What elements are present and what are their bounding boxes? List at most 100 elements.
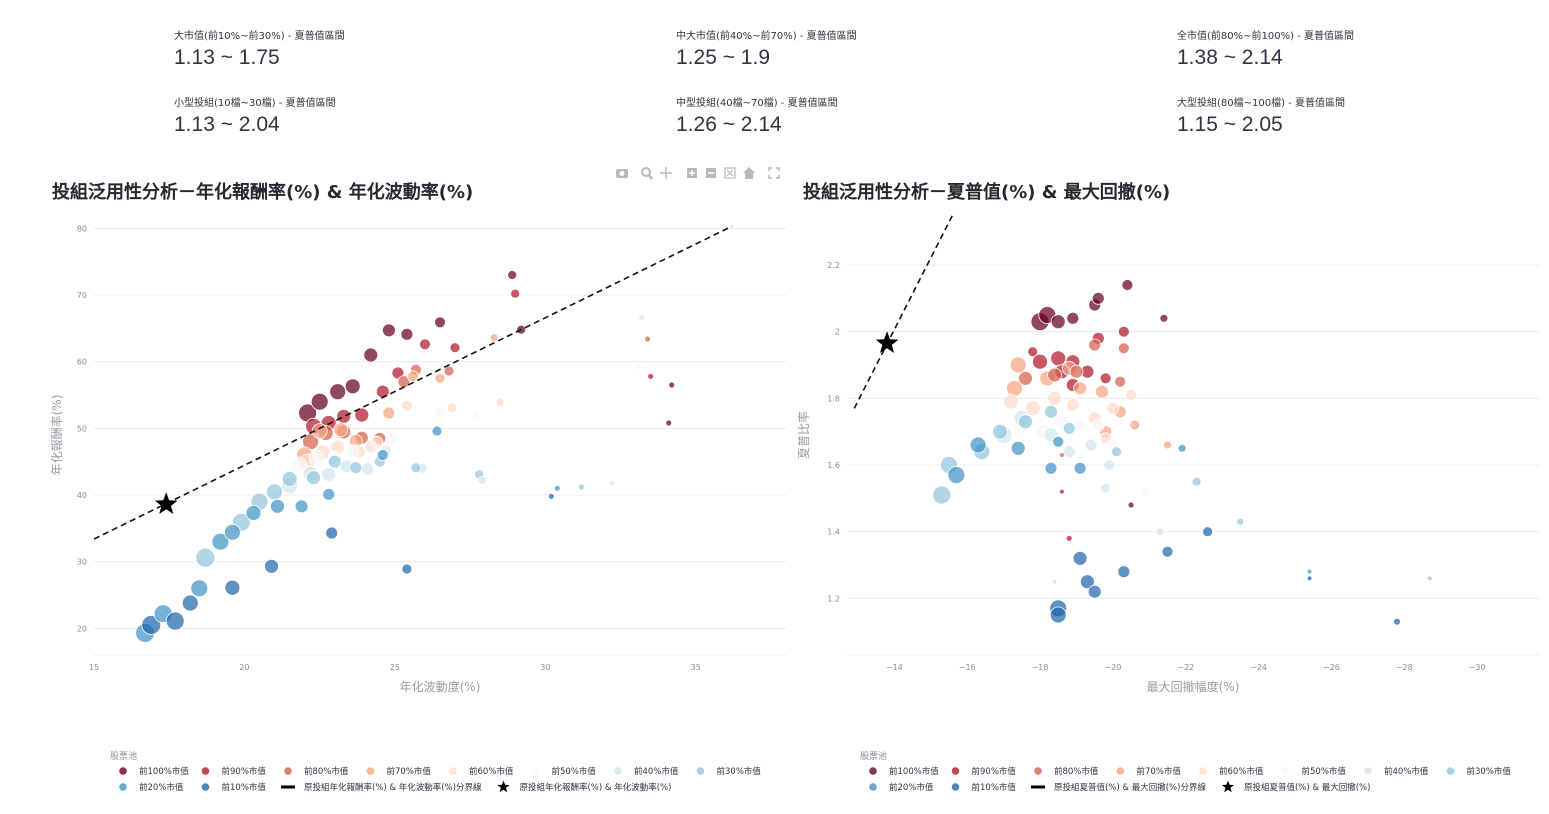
data-point [294, 499, 309, 514]
y-tick-label: 20 [77, 624, 87, 633]
autoscale-icon[interactable] [724, 167, 736, 179]
data-point [553, 484, 561, 492]
fullscreen-icon[interactable] [768, 167, 780, 179]
zoom-in-icon[interactable] [687, 168, 697, 178]
legend-item: 前30%市值 [1467, 766, 1512, 777]
data-point [434, 406, 446, 418]
data-point [327, 454, 342, 469]
data-point [1163, 440, 1172, 450]
legend-marker [614, 767, 622, 775]
y-tick-label: 1.4 [827, 528, 840, 537]
x-tick-label: 30 [540, 663, 550, 672]
data-point [1079, 574, 1095, 590]
y-tick-label: 1.8 [827, 394, 840, 403]
legend-marker [366, 767, 375, 775]
data-point [969, 436, 987, 454]
zoom-icon[interactable] [641, 167, 653, 180]
data-point [638, 314, 645, 322]
legend-original-label: 原投組年化報酬率(%) & 年化波動率(%) [519, 782, 671, 793]
data-point [635, 363, 642, 371]
y-tick-label: 60 [77, 358, 87, 367]
data-point [1062, 445, 1076, 459]
data-point [1062, 421, 1076, 435]
legend-star-marker [1221, 780, 1235, 793]
data-point [1009, 356, 1027, 374]
metric-value: 1.13 ~ 2.04 [174, 113, 280, 136]
data-point [310, 392, 329, 411]
x-tick-label: 15 [89, 663, 99, 672]
legend-item: 前50%市值 [552, 766, 597, 777]
y-tick-label: 40 [77, 491, 87, 500]
legend-item: 前40%市值 [1384, 766, 1429, 777]
data-point [1018, 414, 1033, 430]
legend-item: 前80%市值 [1054, 766, 1099, 777]
legend-item: 前10%市值 [222, 782, 267, 793]
data-point [1426, 575, 1433, 582]
data-point [1066, 311, 1080, 325]
camera-icon[interactable] [616, 169, 628, 178]
data-point [1117, 342, 1130, 355]
data-point [308, 449, 325, 466]
data-point [1103, 459, 1116, 471]
data-point [1084, 438, 1098, 452]
legend-marker [951, 783, 960, 791]
y-tick-label: 50 [77, 424, 87, 433]
data-point [1159, 313, 1169, 323]
data-point [1050, 350, 1067, 367]
boundary-line [853, 215, 954, 409]
legend-item: 前100%市值 [889, 766, 939, 777]
data-point [306, 470, 322, 486]
data-point [1027, 346, 1039, 358]
legend-star-marker [497, 780, 510, 793]
data-point [385, 432, 398, 445]
zoom-out-icon[interactable] [706, 168, 716, 178]
legend-marker [1364, 767, 1372, 775]
metric-label: 中大市值(前40%~前70%) - 夏普值區間 [676, 31, 857, 42]
legend-boundary-label: 原投組夏普值(%) & 最大回撤(%)分界線 [1054, 782, 1206, 793]
data-point [1065, 398, 1080, 412]
x-axis-label: 年化波動度(%) [400, 679, 481, 694]
pan-icon[interactable] [660, 167, 672, 179]
data-point [1047, 390, 1063, 406]
data-point [510, 288, 521, 299]
legend-item: 前70%市值 [387, 766, 432, 777]
original-portfolio-star [875, 331, 899, 353]
scatter-chart-return-volatility[interactable]: 15 20 25 30 35 20 30 40 50 60 70 80 年化波動度(%) 年化報酬率… [0, 215, 790, 810]
legend-marker [951, 767, 960, 775]
data-point [1125, 389, 1138, 401]
legend-item: 前20%市值 [889, 782, 934, 793]
metric-label: 大市值(前10%~前30%) - 夏普值區間 [174, 31, 345, 42]
data-point [1050, 314, 1066, 330]
data-point [245, 505, 262, 521]
data-point [443, 365, 455, 377]
legend-marker [1281, 767, 1290, 775]
data-point [336, 408, 352, 424]
y-tick-label: 2.2 [827, 261, 840, 270]
data-point [382, 406, 396, 420]
data-point [434, 316, 446, 329]
data-point [375, 384, 390, 399]
metric-value: 1.26 ~ 2.14 [676, 113, 782, 136]
data-point [361, 462, 375, 476]
boundary-line [94, 225, 733, 540]
data-point [1091, 418, 1105, 432]
data-point [325, 526, 339, 540]
legend-boundary-label: 原投組年化報酬率(%) & 年化波動率(%)分界線 [304, 782, 482, 793]
data-point [1094, 384, 1109, 399]
data-point [1088, 338, 1102, 352]
data-point [1087, 584, 1102, 599]
legend-marker [119, 783, 127, 791]
scatter-chart-sharpe-drawdown[interactable]: −14 −16 −18 −20 −22 −24 −26 −28 −30 1.2 1.4 1.6 1.8… [790, 215, 1545, 810]
data-point [665, 419, 673, 427]
data-point [647, 372, 654, 380]
data-point [381, 323, 396, 338]
data-point [224, 579, 241, 596]
metric-small-portfolio: 小型投組(10檔~30檔) - 夏普值區間 1.13 ~ 2.04 [174, 94, 336, 137]
x-tick-label: −16 [959, 663, 976, 672]
data-point [1049, 606, 1067, 624]
data-point [608, 479, 615, 487]
y-tick-label: 30 [77, 558, 87, 567]
metric-value: 1.13 ~ 1.75 [174, 46, 280, 69]
data-point [400, 327, 414, 341]
home-icon[interactable] [743, 167, 755, 179]
